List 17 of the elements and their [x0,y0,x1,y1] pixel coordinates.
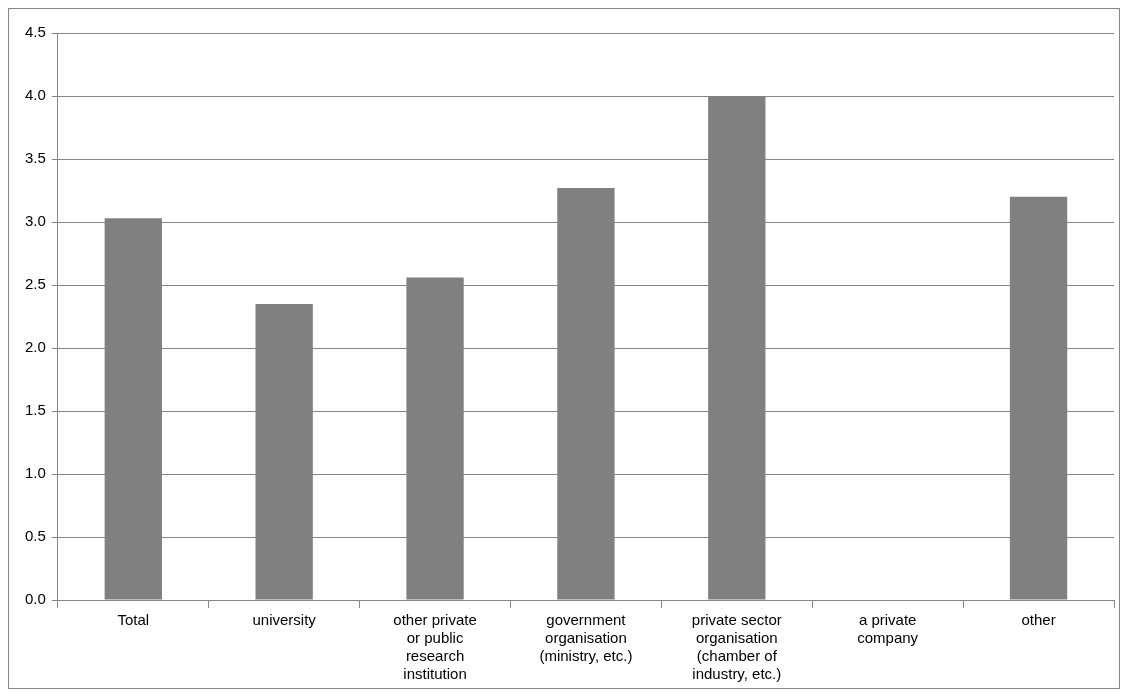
x-tick-label: Total [117,611,150,629]
x-tick-label: other [1021,611,1056,629]
y-tick-label: 1.5 [24,401,46,419]
x-tick-label: other private or public research institution [393,611,477,683]
y-tick-label: 0.0 [24,590,46,608]
y-tick-label: 3.0 [24,212,46,230]
y-tick-label: 1.0 [24,464,46,482]
y-tick-label: 3.5 [24,149,46,167]
y-tick-label: 4.5 [24,23,46,41]
y-tick-label: 2.5 [24,275,46,293]
x-tick-label: a private company [857,611,919,647]
x-tick-label: private sector organisation (chamber of industry, etc.) [691,611,782,683]
y-tick-label: 0.5 [24,527,46,545]
x-tick-label: government organisation (ministry, etc.) [539,611,633,665]
y-tick-label: 2.0 [24,338,46,356]
y-tick-label: 4.0 [24,86,46,104]
x-tick-label: university [252,611,317,629]
